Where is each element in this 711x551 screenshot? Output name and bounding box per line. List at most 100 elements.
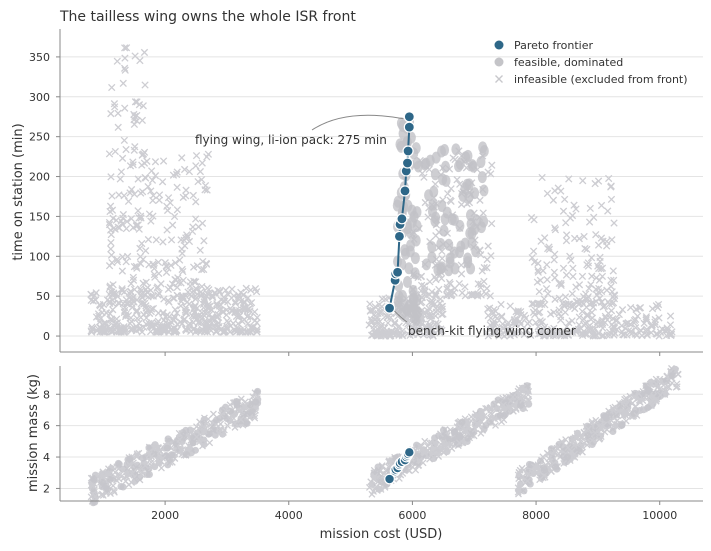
infeasible-point	[178, 154, 186, 162]
bottom-y-tick-label: 8	[43, 388, 50, 401]
infeasible-point	[134, 221, 142, 229]
infeasible-point	[221, 297, 229, 306]
infeasible-point	[517, 307, 525, 316]
bottom-infeasible-point	[614, 408, 622, 415]
infeasible-point	[569, 272, 577, 281]
infeasible-point	[172, 170, 181, 179]
bottom-feasible-point	[126, 455, 134, 463]
infeasible-point	[130, 190, 139, 198]
bottom-x-tick-label: 10000	[642, 509, 677, 522]
infeasible-point	[555, 294, 564, 302]
infeasible-point	[215, 287, 224, 295]
bottom-infeasible-point	[609, 406, 617, 414]
bottom-feasible-point	[218, 406, 226, 414]
infeasible-point	[540, 295, 548, 303]
bottom-infeasible-point	[156, 448, 164, 456]
bottom-infeasible-point	[514, 484, 522, 492]
infeasible-point	[120, 288, 129, 296]
infeasible-point	[121, 306, 129, 315]
bottom-y-axis-label: mission mass (kg)	[26, 374, 41, 492]
feasible-point	[438, 173, 448, 186]
infeasible-point	[141, 81, 149, 89]
bottom-feasible-point	[517, 401, 525, 409]
infeasible-point	[129, 273, 137, 282]
infeasible-point	[426, 278, 434, 286]
infeasible-point	[592, 230, 600, 239]
infeasible-point	[538, 318, 546, 326]
bottom-infeasible-point	[553, 451, 561, 459]
bottom-feasible-point	[613, 411, 621, 419]
infeasible-point	[498, 312, 506, 320]
infeasible-point	[189, 191, 197, 200]
infeasible-point	[193, 262, 202, 270]
bottom-pareto-frontier	[384, 446, 415, 485]
bottom-infeasible-point	[518, 387, 526, 394]
infeasible-point	[506, 332, 514, 340]
pareto-point	[403, 121, 415, 133]
infeasible-point	[179, 276, 187, 284]
infeasible-point	[605, 328, 614, 336]
infeasible-point	[161, 324, 170, 332]
infeasible-point	[446, 280, 454, 288]
feasible-point	[409, 293, 419, 306]
infeasible-point	[200, 311, 209, 320]
infeasible-point	[587, 299, 596, 307]
bottom-infeasible-point	[406, 467, 413, 475]
infeasible-point	[194, 177, 202, 186]
infeasible-point	[374, 309, 382, 318]
bottom-infeasible-point	[591, 429, 599, 437]
infeasible-point	[615, 310, 623, 319]
infeasible-point	[374, 331, 383, 340]
infeasible-point	[200, 298, 208, 306]
infeasible-point	[376, 317, 384, 326]
bottom-infeasible-point	[487, 403, 495, 411]
feasible-point	[439, 224, 449, 237]
infeasible-point	[572, 326, 581, 334]
infeasible-point	[581, 319, 589, 327]
infeasible-point	[180, 165, 189, 174]
bottom-infeasible-point	[488, 410, 496, 418]
bottom-feasible-point	[413, 452, 421, 460]
feasible-point	[411, 234, 421, 247]
infeasible-point	[197, 175, 206, 184]
infeasible-point	[420, 173, 428, 181]
bottom-feasible-point	[520, 487, 528, 495]
infeasible-point	[608, 299, 616, 308]
bottom-infeasible-point	[237, 416, 245, 423]
infeasible-point	[134, 175, 142, 183]
bottom-feasible-point	[183, 451, 191, 459]
infeasible-point	[122, 44, 131, 52]
bottom-infeasible-point	[421, 437, 429, 445]
infeasible-point	[253, 313, 261, 322]
infeasible-point	[92, 289, 100, 297]
bottom-infeasible-point	[653, 380, 661, 388]
feasible-point	[476, 156, 486, 169]
bottom-infeasible-point	[532, 463, 540, 471]
bottom-feasible-point	[115, 460, 123, 468]
bottom-infeasible-point	[110, 487, 118, 495]
infeasible-point	[591, 179, 599, 188]
bottom-feasible-point	[90, 475, 98, 483]
infeasible-point	[564, 331, 573, 339]
bottom-feasible-point	[551, 463, 559, 471]
infeasible-point	[210, 289, 219, 297]
infeasible-point	[243, 305, 252, 314]
infeasible-point	[455, 279, 463, 288]
infeasible-point	[139, 102, 147, 110]
infeasible-point	[484, 311, 492, 320]
infeasible-point	[552, 332, 560, 340]
feasible-point	[413, 306, 423, 319]
infeasible-point	[124, 197, 133, 205]
infeasible-point	[560, 195, 569, 204]
infeasible-point	[181, 325, 190, 333]
infeasible-point	[543, 261, 551, 269]
infeasible-point	[173, 168, 181, 176]
infeasible-point	[540, 332, 548, 340]
bottom-infeasible-point	[525, 397, 533, 405]
feasible-point	[441, 160, 450, 173]
bottom-infeasible-point	[515, 490, 522, 498]
bottom-infeasible-point	[592, 416, 600, 424]
infeasible-point	[133, 117, 141, 125]
infeasible-point	[108, 192, 116, 200]
bottom-feasible-point	[668, 372, 676, 380]
